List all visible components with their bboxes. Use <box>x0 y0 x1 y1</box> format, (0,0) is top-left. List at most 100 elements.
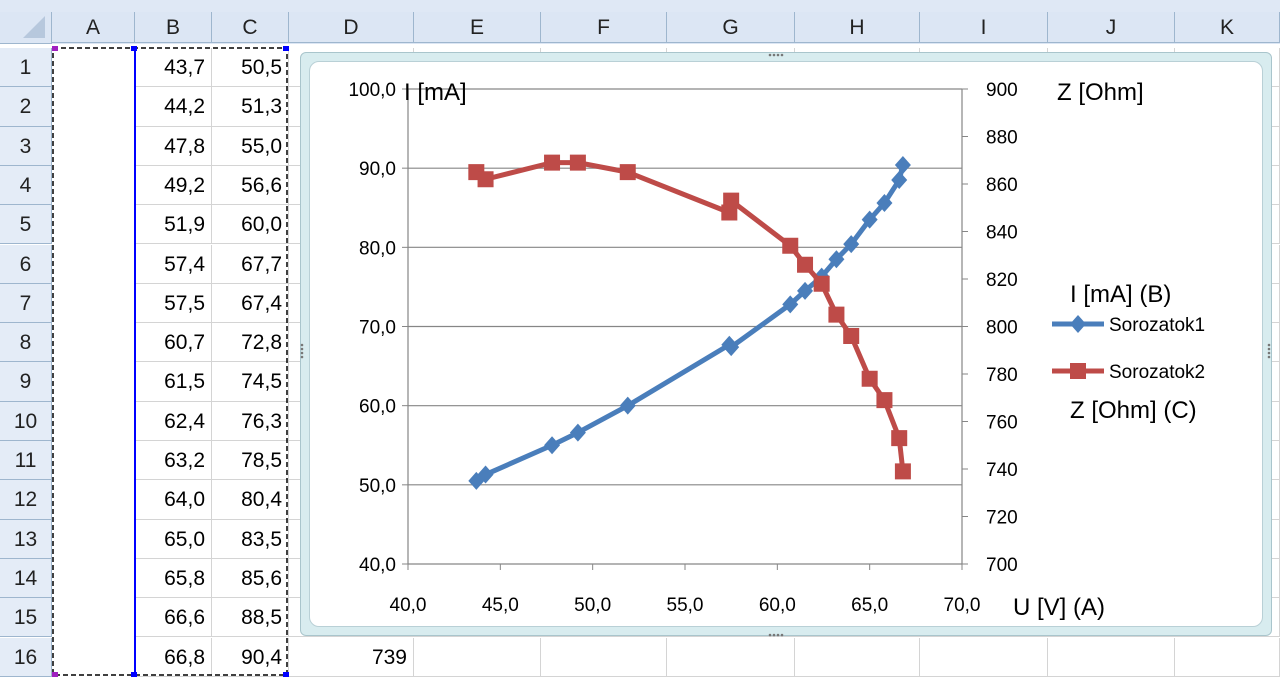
cell-B6[interactable]: 67,7 <box>212 244 289 284</box>
data-point-Sorozatok1 <box>876 194 893 212</box>
cell-E16[interactable] <box>541 637 667 677</box>
row-header[interactable]: 16 <box>0 637 52 677</box>
cell-A10[interactable]: 62,4 <box>135 401 212 441</box>
data-point-Sorozatok1 <box>477 465 494 484</box>
y2-tick-label: 780 <box>986 365 1018 386</box>
row-header[interactable]: 10 <box>0 401 52 441</box>
x-tick-label: 45,0 <box>482 595 519 616</box>
row-header[interactable]: 6 <box>0 244 52 284</box>
row-header[interactable]: 11 <box>0 441 52 481</box>
cell-B1[interactable]: 50,5 <box>212 48 289 88</box>
cell-B14[interactable]: 85,6 <box>212 558 289 599</box>
cell-A12[interactable]: 64,0 <box>135 480 212 520</box>
cell-G16[interactable] <box>795 637 920 677</box>
cell-C16[interactable]: 739 <box>289 637 414 677</box>
cell-A11[interactable]: 63,2 <box>135 441 212 481</box>
data-point-Sorozatok2 <box>723 192 740 209</box>
column-header-A[interactable]: A <box>52 12 135 43</box>
row-header[interactable]: 2 <box>0 87 52 127</box>
cell-A8[interactable]: 60,7 <box>135 323 212 363</box>
resize-handle-icon <box>776 633 780 637</box>
y2-tick-label: 700 <box>986 555 1018 576</box>
cell-B3[interactable]: 55,0 <box>212 126 289 166</box>
cell-I16[interactable] <box>1048 637 1175 677</box>
range-handle <box>283 46 289 51</box>
x-axis-title: U [V] (A) <box>1013 594 1105 621</box>
column-header-E[interactable]: E <box>414 12 541 43</box>
cell-B13[interactable]: 83,5 <box>212 519 289 559</box>
cell-A9[interactable]: 61,5 <box>135 362 212 402</box>
cell-A4[interactable]: 49,2 <box>135 165 212 206</box>
column-header-H[interactable]: H <box>795 12 920 43</box>
row-header[interactable]: 14 <box>0 558 52 599</box>
cell-D16[interactable] <box>414 637 541 677</box>
cell-A1[interactable]: 43,7 <box>135 48 212 88</box>
data-point-Sorozatok2 <box>797 256 814 273</box>
row-header[interactable]: 12 <box>0 480 52 520</box>
range-border-dashed <box>52 47 288 676</box>
resize-handle-icon <box>772 633 776 637</box>
cell-A14[interactable]: 65,8 <box>135 558 212 599</box>
resize-handle-icon <box>300 351 304 355</box>
row-header[interactable]: 1 <box>0 48 52 88</box>
column-header-B[interactable]: B <box>135 12 212 43</box>
cell-B16[interactable]: 90,4 <box>212 637 289 677</box>
y2-tick-label: 800 <box>986 318 1018 339</box>
cell-A3[interactable]: 47,8 <box>135 126 212 166</box>
select-all-button[interactable] <box>0 12 52 44</box>
y-tick-label: 40,0 <box>359 555 396 576</box>
cell-B8[interactable]: 72,8 <box>212 323 289 363</box>
data-point-Sorozatok2 <box>861 370 878 387</box>
cell-A2[interactable]: 44,2 <box>135 87 212 127</box>
cell-B12[interactable]: 80,4 <box>212 480 289 520</box>
data-point-Sorozatok1 <box>619 396 636 415</box>
data-point-Sorozatok2 <box>569 154 586 171</box>
range-handle <box>131 672 137 677</box>
legend-marker-Sorozatok2 <box>1070 363 1086 379</box>
cell-B4[interactable]: 56,6 <box>212 165 289 206</box>
column-header-F[interactable]: F <box>541 12 667 43</box>
data-point-Sorozatok1 <box>797 281 814 300</box>
row-header[interactable]: 3 <box>0 126 52 166</box>
cell-A6[interactable]: 57,4 <box>135 244 212 284</box>
column-header-C[interactable]: C <box>212 12 289 43</box>
cell-B7[interactable]: 67,4 <box>212 283 289 324</box>
column-header-G[interactable]: G <box>667 12 795 43</box>
chart-object[interactable] <box>300 52 1272 636</box>
resize-handle-icon <box>768 53 772 57</box>
cell-B10[interactable]: 76,3 <box>212 401 289 441</box>
cell-B5[interactable]: 60,0 <box>212 205 289 245</box>
row-header[interactable]: 5 <box>0 205 52 245</box>
y2-axis-title: Z [Ohm] <box>1057 79 1144 106</box>
cell-B11[interactable]: 78,5 <box>212 441 289 481</box>
row-header[interactable]: 4 <box>0 165 52 206</box>
cell-B2[interactable]: 51,3 <box>212 87 289 127</box>
cell-A13[interactable]: 65,0 <box>135 519 212 559</box>
cell-F16[interactable] <box>667 637 795 677</box>
cell-A5[interactable]: 51,9 <box>135 205 212 245</box>
cell-A7[interactable]: 57,5 <box>135 283 212 324</box>
cell-B9[interactable]: 74,5 <box>212 362 289 402</box>
data-point-Sorozatok1 <box>723 338 740 357</box>
y2-tick-label: 740 <box>986 460 1018 481</box>
row-header[interactable]: 7 <box>0 283 52 324</box>
data-point-Sorozatok2 <box>477 171 494 188</box>
row-header[interactable]: 15 <box>0 598 52 638</box>
cell-A15[interactable]: 66,6 <box>135 598 212 638</box>
column-header-D[interactable]: D <box>289 12 414 43</box>
cell-B15[interactable]: 88,5 <box>212 598 289 638</box>
row-header[interactable]: 8 <box>0 323 52 363</box>
cell-H16[interactable] <box>920 637 1048 677</box>
row-header[interactable]: 9 <box>0 362 52 402</box>
row-header[interactable]: 13 <box>0 519 52 559</box>
column-header-J[interactable]: J <box>1048 12 1175 43</box>
data-point-Sorozatok2 <box>544 154 561 171</box>
x-tick-label: 50,0 <box>574 595 611 616</box>
y2-tick-label: 720 <box>986 508 1018 529</box>
data-point-Sorozatok2 <box>619 164 636 181</box>
y-tick-label: 80,0 <box>359 238 396 259</box>
column-header-I[interactable]: I <box>920 12 1048 43</box>
cell-A16[interactable]: 66,8 <box>135 637 212 677</box>
y2-tick-label: 860 <box>986 175 1018 196</box>
